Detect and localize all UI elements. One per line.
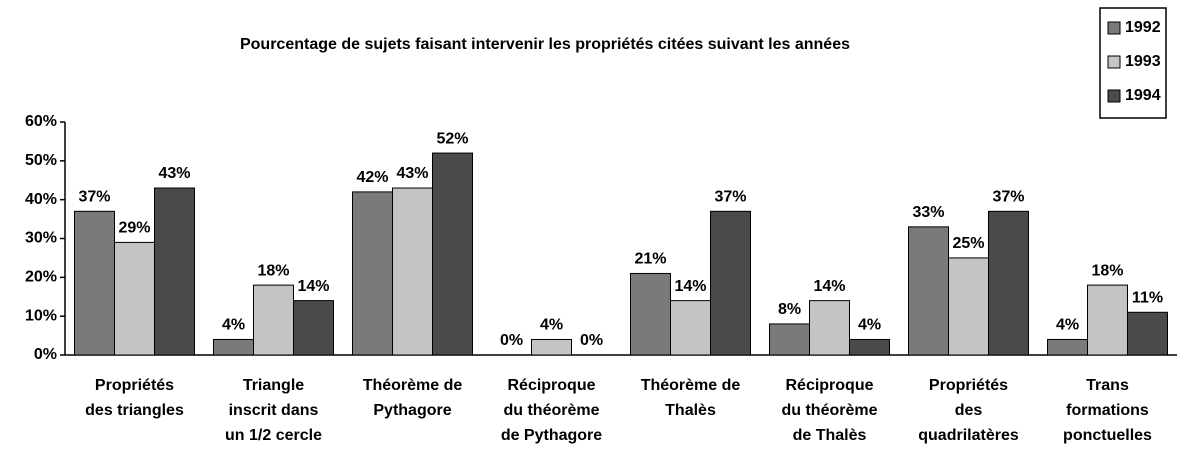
y-tick-label: 30% <box>25 230 57 247</box>
value-label: 33% <box>912 204 944 221</box>
bar <box>1127 311 1168 356</box>
x-tick-label: de Pythagore <box>501 427 602 444</box>
x-tick-label: de Thalès <box>793 427 867 444</box>
value-label: 11% <box>1132 290 1163 307</box>
value-label: 43% <box>158 165 190 182</box>
x-tick-label: Trans <box>1086 377 1129 394</box>
x-tick-label: un 1/2 cercle <box>225 427 322 444</box>
value-label: 0% <box>580 332 603 349</box>
x-tick-label: du théorème <box>781 402 877 419</box>
bar <box>1047 338 1088 356</box>
y-tick-label: 20% <box>25 269 57 286</box>
legend-label: 1992 <box>1125 19 1161 36</box>
chart-title: Pourcentage de sujets faisant intervenir… <box>240 36 850 53</box>
value-label: 14% <box>674 278 706 295</box>
bar <box>392 187 433 356</box>
legend-swatch <box>1107 55 1121 69</box>
value-label: 43% <box>396 165 428 182</box>
y-tick-label: 50% <box>25 152 57 169</box>
value-label: 4% <box>1056 317 1079 334</box>
y-tick-label: 0% <box>34 346 57 363</box>
value-label: 14% <box>813 278 845 295</box>
value-label: 4% <box>858 317 881 334</box>
legend-swatch <box>1107 21 1121 35</box>
bar <box>948 257 989 356</box>
bar <box>630 272 671 356</box>
bar <box>432 152 473 356</box>
value-label: 37% <box>78 189 110 206</box>
x-tick-label: Thalès <box>665 402 716 419</box>
bar <box>670 300 711 356</box>
value-label: 4% <box>222 317 245 334</box>
value-label: 37% <box>714 189 746 206</box>
x-tick-label: Triangle <box>243 377 304 394</box>
legend-label: 1993 <box>1125 53 1161 70</box>
value-label: 29% <box>118 220 150 237</box>
x-tick-label: Propriétés <box>929 377 1008 394</box>
value-label: 52% <box>436 130 468 147</box>
bar <box>74 210 115 356</box>
x-tick-label: formations <box>1066 402 1149 419</box>
bar <box>531 338 572 356</box>
x-tick-label: Pythagore <box>373 402 451 419</box>
x-tick-label: Réciproque <box>785 377 873 394</box>
x-tick-label: des triangles <box>85 402 184 419</box>
value-label: 25% <box>952 235 984 252</box>
y-tick-label: 60% <box>25 113 57 130</box>
x-tick-label: quadrilatères <box>918 427 1019 444</box>
bar <box>293 300 334 356</box>
x-tick-label: des <box>955 402 983 419</box>
value-label: 21% <box>634 251 666 268</box>
bar <box>849 338 890 356</box>
bar <box>988 210 1029 356</box>
legend-label: 1994 <box>1125 87 1161 104</box>
bar <box>352 191 393 356</box>
x-tick-label: ponctuelles <box>1063 427 1152 444</box>
value-label: 37% <box>992 189 1024 206</box>
x-tick-label: Théorème de <box>363 377 463 394</box>
bar <box>253 284 294 356</box>
x-tick-label: du théorème <box>503 402 599 419</box>
value-label: 4% <box>540 317 563 334</box>
bar <box>908 226 949 356</box>
legend-swatch <box>1107 89 1121 103</box>
bar <box>809 300 850 356</box>
y-tick-label: 40% <box>25 191 57 208</box>
bar <box>114 241 155 356</box>
value-label: 8% <box>778 301 801 318</box>
value-label: 0% <box>500 332 523 349</box>
value-label: 42% <box>356 169 388 186</box>
bar <box>1087 284 1128 356</box>
bar <box>213 338 254 356</box>
y-tick-label: 10% <box>25 307 57 324</box>
bar <box>769 323 810 356</box>
value-label: 18% <box>257 262 289 279</box>
value-label: 18% <box>1091 262 1123 279</box>
value-label: 14% <box>297 278 329 295</box>
bar <box>154 187 195 356</box>
x-tick-label: Réciproque <box>507 377 595 394</box>
x-tick-label: Théorème de <box>641 377 741 394</box>
x-tick-label: Propriétés <box>95 377 174 394</box>
bar <box>710 210 751 356</box>
x-tick-label: inscrit dans <box>229 402 319 419</box>
